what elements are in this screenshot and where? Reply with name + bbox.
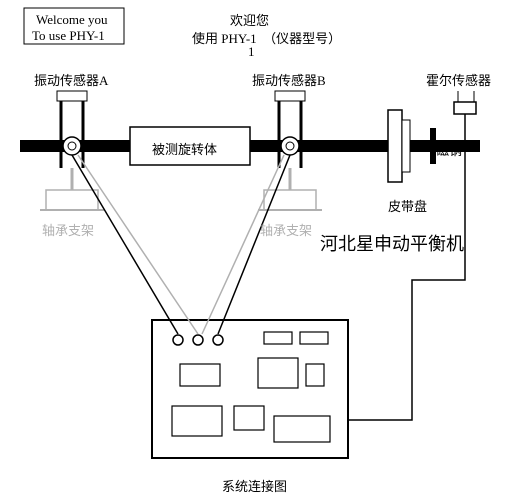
controller-port-0 (173, 335, 183, 345)
welcome-line2: To use PHY-1 (32, 28, 105, 44)
sensor-a-label: 振动传感器A (34, 70, 108, 89)
title-line3: 1 (248, 44, 255, 60)
controller-block-5 (172, 406, 222, 436)
pulley-disc (388, 110, 402, 182)
controller-port-2 (213, 335, 223, 345)
bearing-a-label: 轴承支架 (42, 220, 94, 239)
wire-sensor-b-1 (218, 155, 290, 334)
sensor-b-label: 振动传感器B (252, 70, 326, 89)
controller-block-2 (180, 364, 220, 386)
controller-block-4 (306, 364, 324, 386)
controller-port-1 (193, 335, 203, 345)
pulley-label: 皮带盘 (388, 196, 427, 215)
controller-block-3 (258, 358, 298, 388)
controller-box (152, 320, 348, 458)
controller-block-0 (264, 332, 292, 344)
controller-block-1 (300, 332, 328, 344)
controller-block-7 (274, 416, 330, 442)
controller-block-6 (234, 406, 264, 430)
pedestal-a-base (46, 190, 98, 210)
bearing-b-label: 轴承支架 (260, 220, 312, 239)
magnet-label: 磁钢 (436, 140, 462, 159)
title-line1: 欢迎您 (230, 10, 269, 29)
sensor-b-bracket-top (275, 91, 305, 101)
wire-sensor-a-2 (78, 155, 198, 334)
pulley-inner (402, 120, 410, 172)
rotor-label: 被测旋转体 (152, 139, 217, 158)
sensor-a-bracket-top (57, 91, 87, 101)
watermark: 河北星申动平衡机 (320, 230, 464, 256)
sensor-b-inner (286, 142, 294, 150)
wire-sensor-a-1 (72, 155, 178, 334)
wire-sensor-b-2 (202, 155, 284, 334)
title-line2: 使用 PHY-1 （仪器型号） (192, 28, 341, 47)
welcome-line1: Welcome you (36, 12, 108, 28)
caption: 系统连接图 (222, 476, 287, 495)
hall-sensor-label: 霍尔传感器 (426, 70, 491, 89)
sensor-a-inner (68, 142, 76, 150)
hall-sensor (454, 102, 476, 114)
